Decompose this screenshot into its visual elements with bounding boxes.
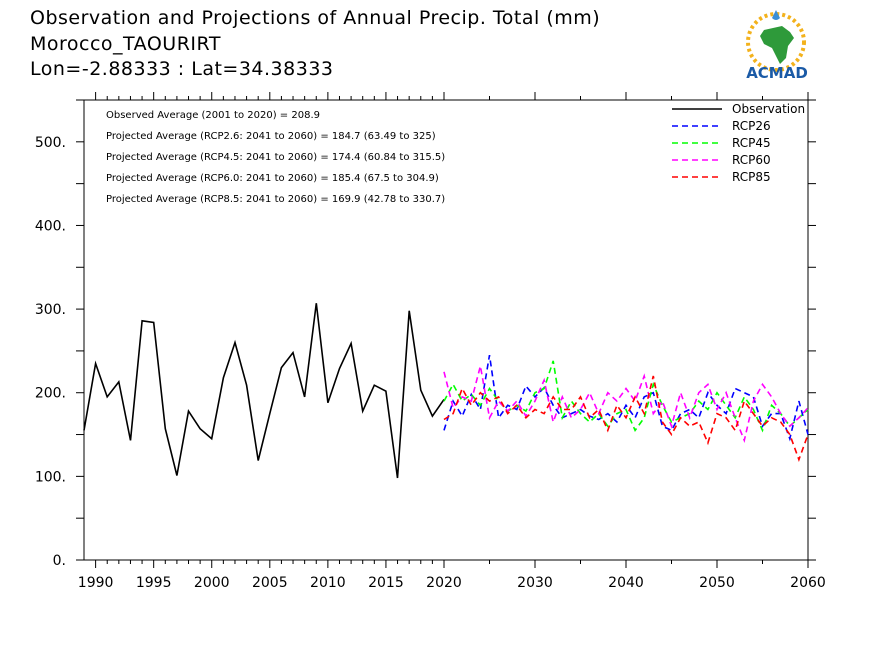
x-tick-label: 2010 xyxy=(310,575,346,591)
x-tick-label: 2005 xyxy=(252,575,288,591)
legend-label: RCP45 xyxy=(732,136,771,150)
legend-label: RCP85 xyxy=(732,170,771,184)
x-tick-label: 2030 xyxy=(517,575,553,591)
y-tick-label: 100. xyxy=(35,469,66,485)
series-line-rcp45 xyxy=(443,360,809,433)
series-line-rcp85 xyxy=(443,375,809,462)
series-line-observation xyxy=(83,303,445,479)
y-tick-label: 0. xyxy=(53,553,66,569)
series-line-rcp60 xyxy=(443,365,809,444)
coordinates: Lon=-2.88333 : Lat=34.38333 xyxy=(30,58,334,80)
logo-text: ACMAD xyxy=(746,64,808,82)
annotation-text: Projected Average (RCP6.0: 2041 to 2060)… xyxy=(106,173,439,184)
x-tick-label: 2020 xyxy=(426,575,462,591)
x-tick-label: 1990 xyxy=(78,575,114,591)
series-line-rcp26 xyxy=(443,354,809,442)
chart-title: Observation and Projections of Annual Pr… xyxy=(30,7,601,29)
legend-label: RCP26 xyxy=(732,119,771,133)
y-tick-label: 200. xyxy=(35,386,66,402)
annotation-text: Projected Average (RCP8.5: 2041 to 2060)… xyxy=(106,194,445,205)
annotation-text: Projected Average (RCP4.5: 2041 to 2060)… xyxy=(106,152,445,163)
legend-label: RCP60 xyxy=(732,153,771,167)
acmad-africa-logo-icon xyxy=(746,10,806,72)
station-name: Morocco_TAOURIRT xyxy=(30,33,221,55)
x-tick-label: 2040 xyxy=(608,575,644,591)
legend-label: Observation xyxy=(732,102,805,116)
x-tick-label: 2000 xyxy=(194,575,230,591)
annotation-text: Observed Average (2001 to 2020) = 208.9 xyxy=(106,110,320,121)
x-tick-label: 2060 xyxy=(790,575,826,591)
y-tick-label: 500. xyxy=(35,135,66,151)
y-tick-label: 300. xyxy=(35,302,66,318)
annotation-text: Projected Average (RCP2.6: 2041 to 2060)… xyxy=(106,131,436,142)
x-tick-label: 1995 xyxy=(136,575,172,591)
x-tick-label: 2050 xyxy=(699,575,735,591)
x-tick-label: 2015 xyxy=(368,575,404,591)
y-tick-label: 400. xyxy=(35,218,66,234)
plot-frame xyxy=(83,99,809,561)
